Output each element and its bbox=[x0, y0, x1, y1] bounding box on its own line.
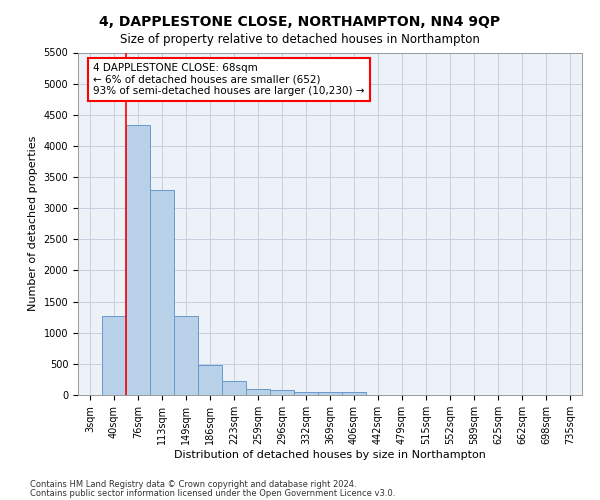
Bar bbox=[174, 316, 198, 395]
Bar bbox=[150, 190, 174, 395]
Text: 4 DAPPLESTONE CLOSE: 68sqm
← 6% of detached houses are smaller (652)
93% of semi: 4 DAPPLESTONE CLOSE: 68sqm ← 6% of detac… bbox=[93, 63, 365, 96]
Text: Contains HM Land Registry data © Crown copyright and database right 2024.: Contains HM Land Registry data © Crown c… bbox=[30, 480, 356, 489]
Bar bbox=[246, 389, 270, 395]
Bar bbox=[342, 392, 366, 395]
Text: Contains public sector information licensed under the Open Government Licence v3: Contains public sector information licen… bbox=[30, 488, 395, 498]
Bar bbox=[222, 381, 246, 395]
Bar bbox=[294, 392, 318, 395]
Bar bbox=[318, 392, 342, 395]
Y-axis label: Number of detached properties: Number of detached properties bbox=[28, 136, 38, 312]
X-axis label: Distribution of detached houses by size in Northampton: Distribution of detached houses by size … bbox=[174, 450, 486, 460]
Text: 4, DAPPLESTONE CLOSE, NORTHAMPTON, NN4 9QP: 4, DAPPLESTONE CLOSE, NORTHAMPTON, NN4 9… bbox=[100, 15, 500, 29]
Text: Size of property relative to detached houses in Northampton: Size of property relative to detached ho… bbox=[120, 32, 480, 46]
Bar bbox=[126, 126, 150, 395]
Bar bbox=[102, 316, 126, 395]
Bar bbox=[270, 390, 294, 395]
Bar bbox=[198, 365, 222, 395]
